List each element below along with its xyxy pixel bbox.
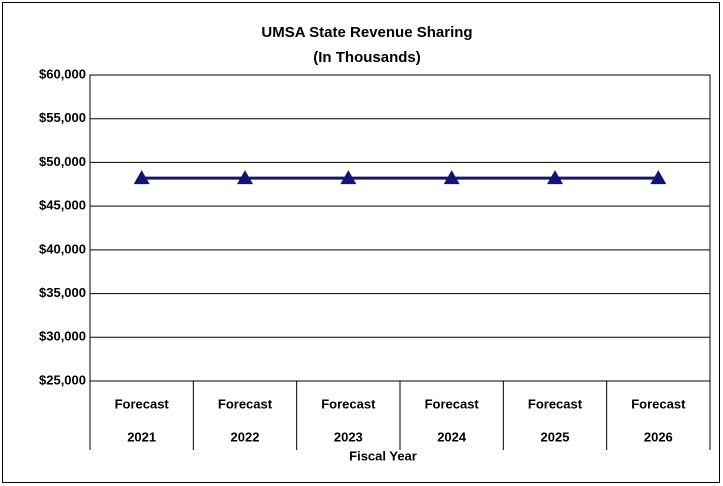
x-tick-label: Forecast [115,396,170,411]
marker [237,170,253,185]
y-tick-label: $25,000 [39,372,86,387]
y-tick-label: $35,000 [39,285,86,300]
marker [547,170,563,185]
x-tick-label: 2026 [644,429,673,444]
chart-subtitle: (In Thousands) [313,49,421,66]
x-tick-label: 2025 [541,429,570,444]
x-tick-label: Forecast [631,396,686,411]
x-tick-label: 2021 [127,429,156,444]
y-tick-label: $50,000 [39,154,86,169]
x-tick-label: Forecast [425,396,480,411]
marker [133,170,150,185]
x-tick-label: 2022 [231,429,260,444]
x-tick-label: 2024 [437,429,467,444]
y-tick-label: $45,000 [39,198,86,213]
marker [650,170,667,185]
marker [443,170,460,185]
y-tick-label: $55,000 [39,110,86,125]
x-tick-label: Forecast [528,396,583,411]
x-tick-label: Forecast [218,396,273,411]
y-tick-label: $60,000 [39,66,86,81]
marker [340,170,357,185]
chart-title: UMSA State Revenue Sharing [261,24,472,41]
y-tick-label: $30,000 [39,329,86,344]
x-tick-label: Forecast [321,396,376,411]
x-tick-label: 2023 [334,429,363,444]
x-axis-label: Fiscal Year [349,448,417,463]
y-tick-label: $40,000 [39,241,86,256]
